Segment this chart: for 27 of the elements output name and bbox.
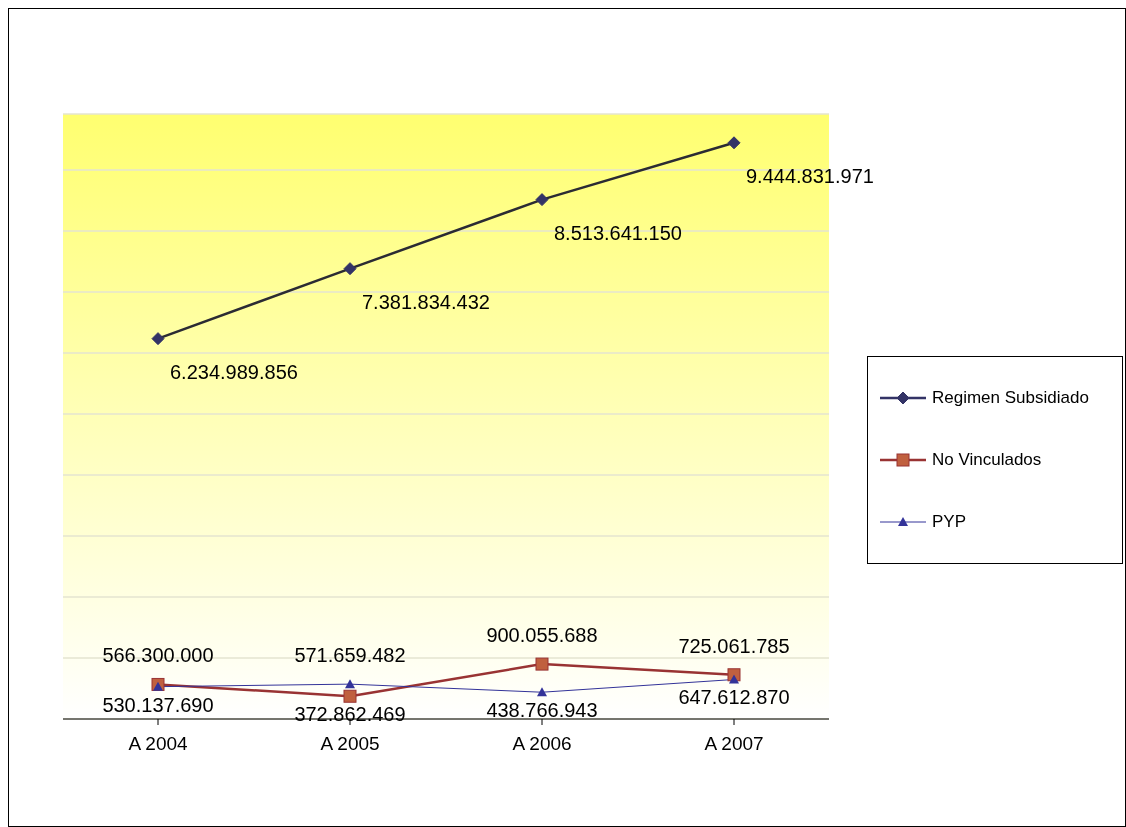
data-label: 9.444.831.971	[746, 164, 874, 187]
point	[343, 689, 357, 703]
point	[535, 193, 549, 207]
data-label: 8.513.641.150	[554, 221, 682, 244]
data-label: 900.055.688	[486, 624, 598, 647]
x-tick-label: A 2006	[512, 733, 572, 755]
x-tick-label: A 2007	[704, 733, 764, 755]
legend-label: PYP	[932, 512, 967, 532]
data-label: 566.300.000	[102, 644, 214, 667]
x-tick-label: A 2005	[320, 733, 380, 755]
data-label: 647.612.870	[678, 686, 790, 709]
data-label: 530.137.690	[102, 693, 214, 716]
point	[345, 679, 355, 689]
data-label: 7.381.834.432	[362, 290, 490, 313]
point	[153, 681, 163, 691]
point	[537, 687, 547, 697]
legend-label: Regimen Subsidiado	[932, 388, 1089, 408]
point	[343, 262, 357, 276]
point	[727, 136, 741, 150]
data-label: 6.234.989.856	[170, 360, 298, 383]
legend-label: No Vinculados	[932, 450, 1042, 470]
data-label: 571.659.482	[294, 644, 406, 667]
x-tick-label: A 2004	[128, 733, 189, 755]
data-label: 725.061.785	[678, 634, 790, 657]
data-label: 438.766.943	[486, 699, 598, 722]
point	[535, 657, 549, 671]
point	[151, 332, 165, 346]
